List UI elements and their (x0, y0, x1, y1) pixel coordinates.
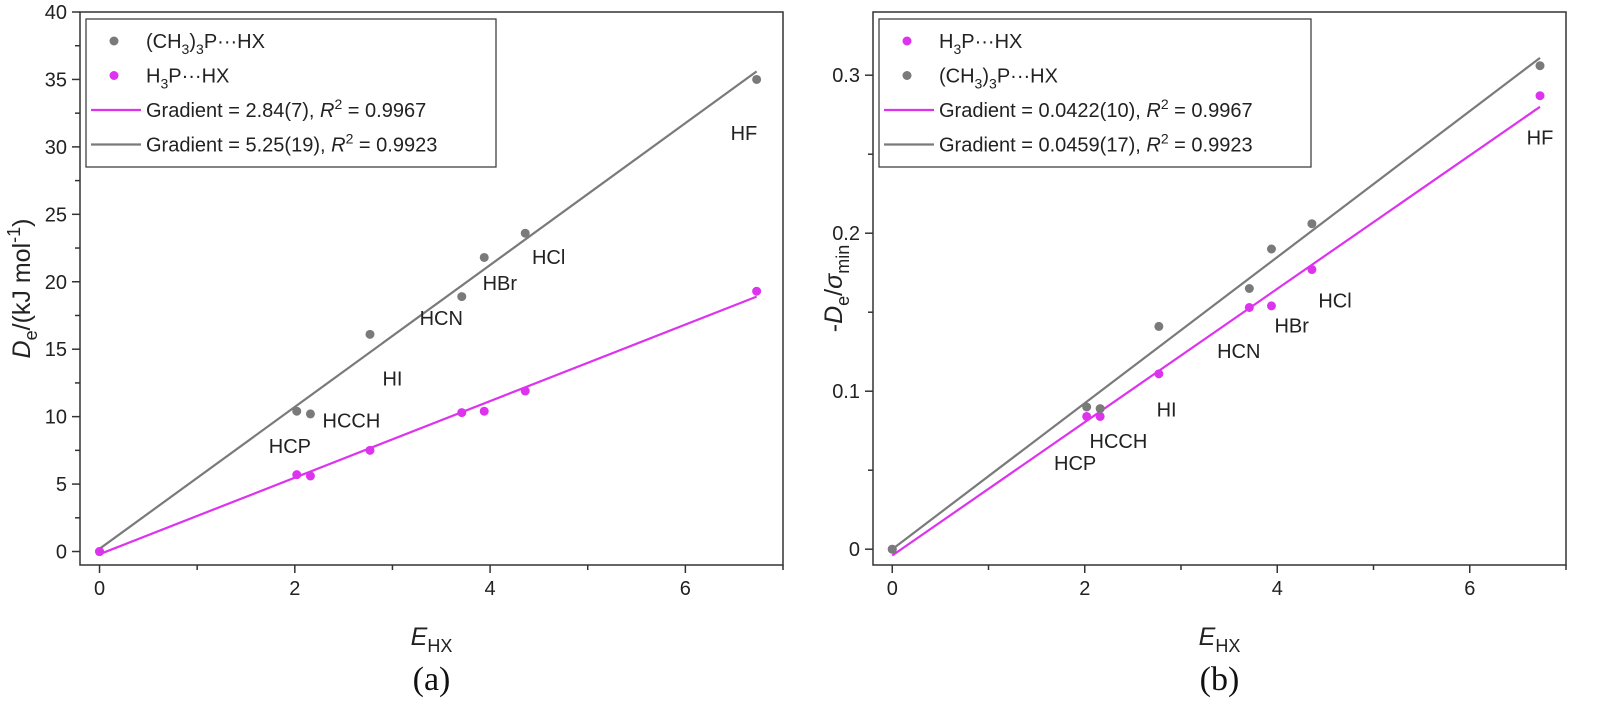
point-label: HCCH (1090, 431, 1148, 453)
legend-label: (CH3​)3​P···HX (939, 66, 1058, 92)
y-tick-label: 0 (849, 539, 860, 561)
y-tick-label: 0.2 (832, 223, 860, 245)
point-label: HCCH (323, 410, 381, 432)
data-point-magenta (95, 547, 105, 557)
data-point-gray (887, 544, 897, 554)
y-tick-label: 20 (45, 272, 67, 294)
legend-label: Gradient = 0.0422(10), R2​ = 0.9967 (939, 96, 1253, 122)
data-point-gray (457, 292, 467, 302)
data-point-magenta (752, 286, 762, 296)
x-tick-label: 0 (94, 578, 105, 600)
legend-marker (109, 36, 119, 46)
y-tick-label: 25 (45, 204, 67, 226)
y-tick-label: 15 (45, 339, 67, 361)
data-point-magenta (457, 408, 467, 418)
x-tick-label: 4 (485, 578, 496, 600)
point-label: HBr (1274, 316, 1309, 338)
y-tick-label: 0.1 (832, 381, 860, 403)
data-point-magenta (1266, 301, 1276, 311)
legend-label: Gradient = 5.25(19), R2​ = 0.9923 (146, 131, 437, 157)
fit-line-gray (98, 70, 758, 550)
data-point-magenta (1095, 411, 1105, 421)
point-label: HI (382, 369, 402, 391)
fit-line-magenta (99, 295, 758, 556)
x-tick-label: 6 (1464, 578, 1475, 600)
legend-box (878, 18, 1312, 168)
y-tick-label: 0.3 (832, 65, 860, 87)
y-axis-title: -De/σmin (820, 245, 853, 332)
data-point-magenta (305, 471, 315, 481)
data-point-magenta (292, 470, 302, 480)
y-tick-label: 10 (45, 407, 67, 429)
data-point-gray (365, 329, 375, 339)
x-tick-label: 0 (887, 578, 898, 600)
legend-box (85, 18, 497, 168)
x-axis-title: EHX (1199, 623, 1241, 656)
legend-marker (902, 71, 912, 80)
y-tick-label: 40 (45, 2, 67, 24)
point-label: HCN (420, 308, 463, 330)
data-point-gray (752, 74, 762, 84)
legend-label: (CH3​)3​P···HX (146, 31, 265, 57)
legend-marker (902, 36, 912, 46)
y-axis-title: De/(kJ mol-1) (4, 219, 41, 359)
data-point-gray (1535, 61, 1545, 71)
legend-label: Gradient = 0.0459(17), R2​ = 0.9923 (939, 131, 1253, 157)
point-label: HI (1157, 399, 1177, 421)
data-point-gray (479, 252, 489, 262)
y-tick-label: 30 (45, 137, 67, 159)
point-label: HCl (532, 247, 565, 269)
data-point-magenta (1082, 411, 1092, 421)
data-point-gray (1244, 284, 1254, 293)
point-label: HCN (1217, 341, 1260, 363)
x-axis-title: EHX (411, 623, 453, 656)
fit-line-magenta (891, 105, 1541, 557)
panel-caption: (b) (1200, 661, 1240, 698)
x-tick-label: 2 (1079, 578, 1090, 600)
legend-label: H3​P···HX (939, 31, 1022, 57)
data-point-magenta (1307, 265, 1317, 275)
plot-frame (79, 11, 784, 566)
point-label: HF (731, 123, 758, 145)
data-point-magenta (520, 386, 530, 396)
data-point-gray (1307, 219, 1317, 229)
point-label: HCl (1318, 290, 1351, 312)
data-point-magenta (365, 445, 375, 455)
x-tick-label: 6 (680, 578, 691, 600)
legend-marker (109, 71, 119, 80)
y-tick-label: 5 (56, 474, 67, 496)
legend-label: H3​P···HX (146, 66, 229, 92)
y-tick-label: 0 (56, 542, 67, 564)
y-tick-label: 35 (45, 69, 67, 91)
data-point-magenta (1154, 369, 1164, 379)
data-point-gray (1082, 402, 1092, 412)
point-label: HCP (269, 436, 311, 458)
x-tick-label: 4 (1272, 578, 1283, 600)
data-point-gray (1154, 321, 1164, 331)
fit-line-gray (891, 56, 1541, 551)
x-tick-label: 2 (289, 578, 300, 600)
data-point-gray (520, 228, 530, 238)
data-point-gray (292, 406, 302, 416)
point-label: HF (1527, 128, 1554, 150)
data-point-magenta (1535, 91, 1545, 101)
plot-frame (872, 11, 1567, 566)
data-point-gray (1266, 244, 1276, 254)
data-point-magenta (479, 406, 489, 416)
panel-caption: (a) (413, 661, 451, 698)
point-label: HCP (1054, 453, 1096, 475)
data-point-magenta (1244, 302, 1254, 312)
legend-label: Gradient = 2.84(7), R2​ = 0.9967 (146, 96, 426, 122)
point-label: HBr (483, 273, 518, 295)
data-point-gray (1095, 404, 1105, 414)
data-point-gray (305, 409, 315, 419)
